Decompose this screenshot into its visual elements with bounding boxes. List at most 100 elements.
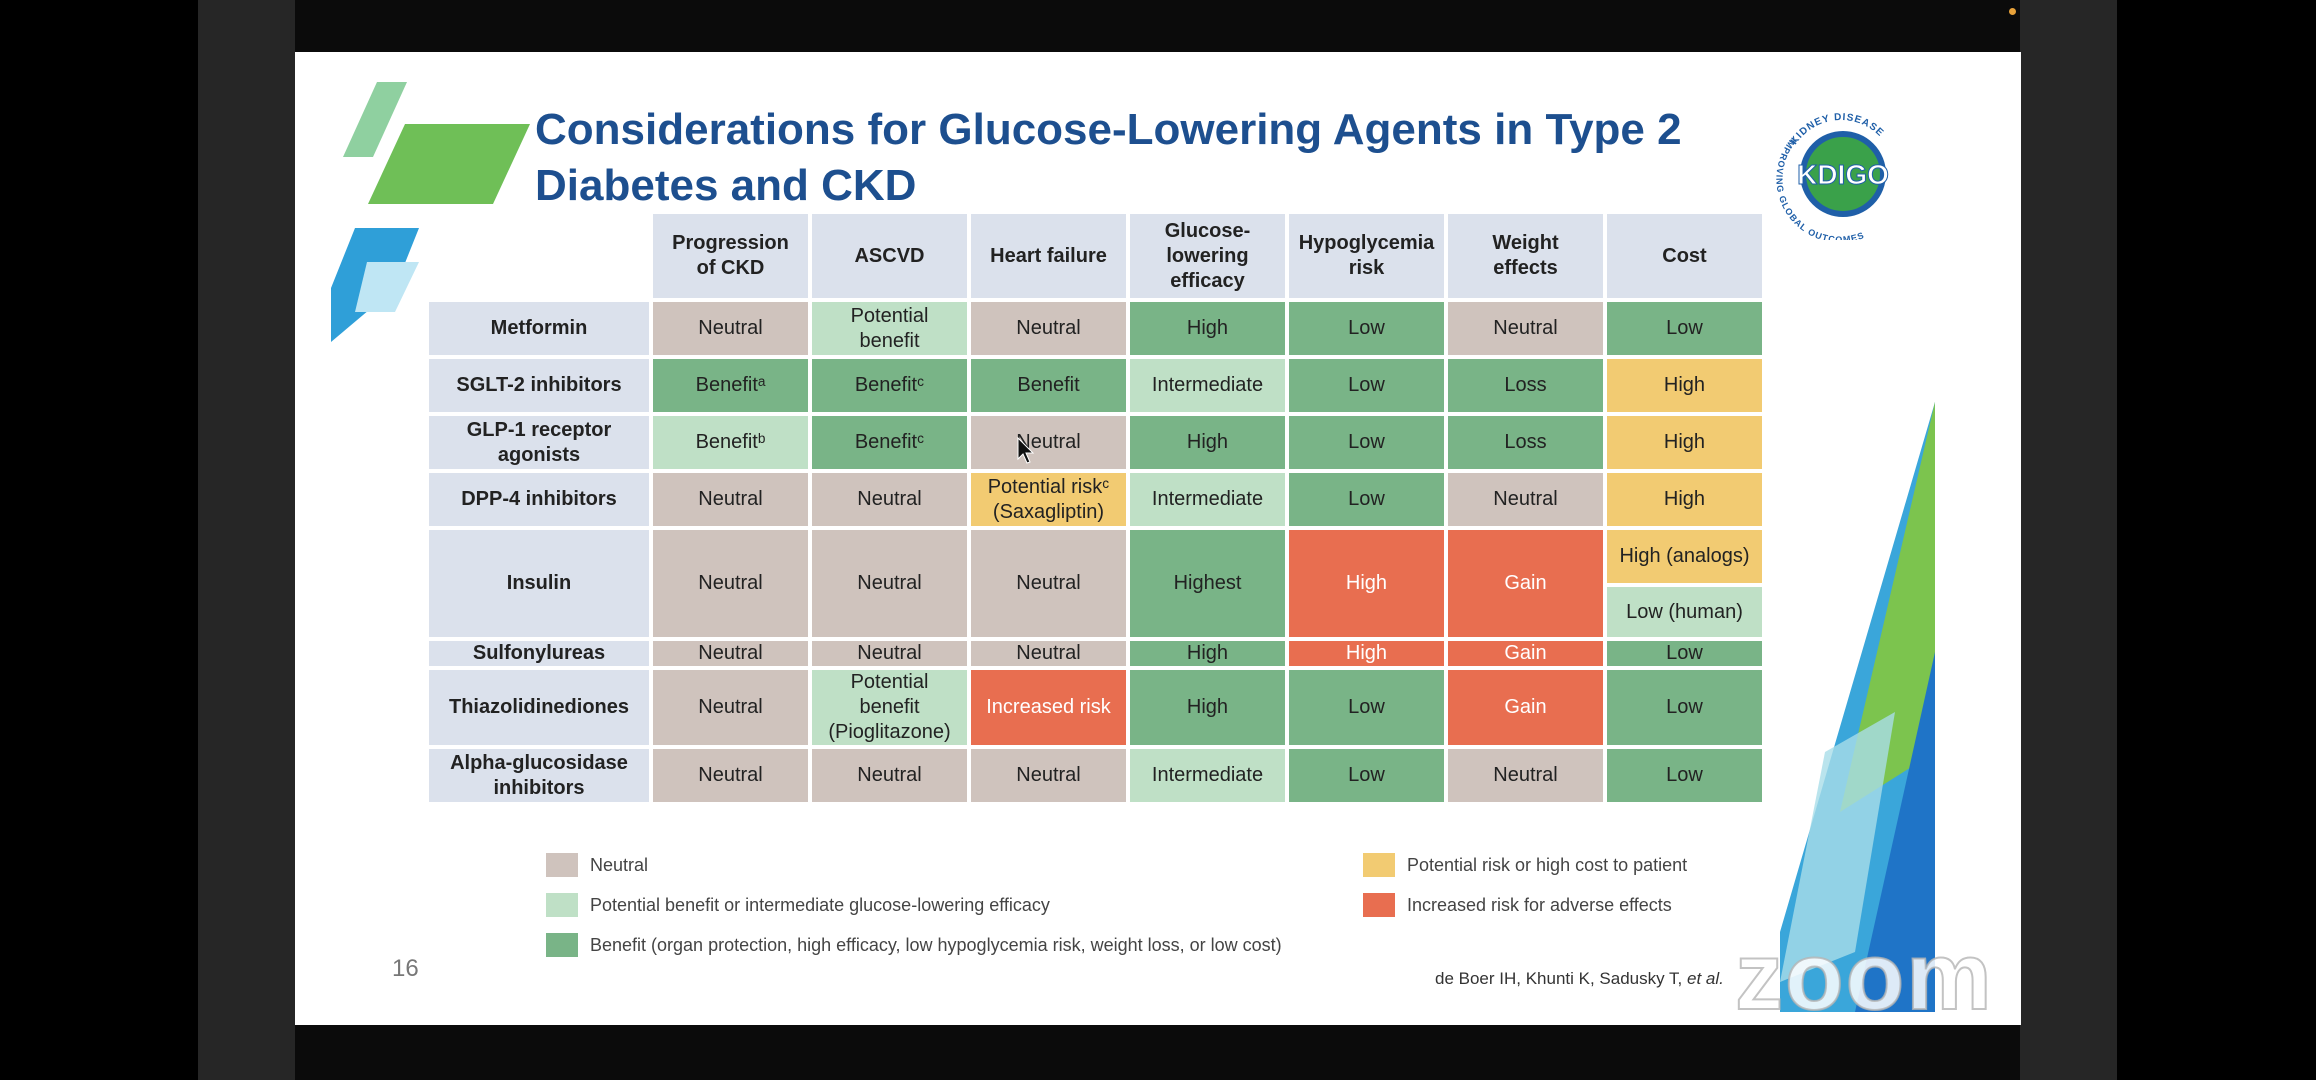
- table-row-insulin-cost: Low (human): [429, 587, 1762, 637]
- table-cell: Intermediate: [1130, 473, 1285, 526]
- table-cell: High: [1130, 670, 1285, 745]
- cell-text-line: benefit: [859, 329, 920, 352]
- table-row: Thiazolidinediones Neutral Potential benefi…: [429, 670, 1762, 745]
- table-header-row: Progression of CKD ASCVD Heart failure Gluco…: [429, 214, 1762, 298]
- cell-text-line: Progression: [672, 232, 789, 254]
- cell-text-line: inhibitors: [493, 776, 585, 799]
- table-cell: Low: [1607, 641, 1762, 666]
- cell-text-line: Gain: [1504, 642, 1547, 664]
- table-cell: Low: [1607, 302, 1762, 355]
- table-cell: Gain: [1448, 530, 1603, 637]
- table-cell: Potential benefit (Pioglitazone): [812, 670, 967, 745]
- slide-decoration: [331, 82, 1935, 1012]
- cell-text-line: Gain: [1504, 696, 1547, 718]
- table-cell: Low: [1289, 416, 1444, 469]
- cell-text-line: Benefitᶜ: [854, 431, 925, 453]
- table-cell: Loss: [1448, 359, 1603, 412]
- table-cell: Neutral: [971, 416, 1126, 469]
- cell-text-line: effects: [1493, 257, 1558, 279]
- cell-text-line: High: [1186, 431, 1229, 453]
- table-row: Sulfonylureas Neutral Neutral Neutral High Hi…: [429, 641, 1762, 666]
- title-line-2: Diabetes and CKD: [535, 161, 917, 210]
- table-cell: Potential riskᶜ (Saxagliptin): [971, 473, 1126, 526]
- cell-text-line: High: [1663, 374, 1706, 396]
- cell-text-line: Neutral: [1493, 488, 1558, 510]
- legend-label-neutral: Neutral: [590, 855, 649, 875]
- table-cell: High (analogs): [1607, 530, 1762, 583]
- cell-text-line: High: [1345, 642, 1388, 664]
- column-header: Hypoglycemia risk: [1289, 214, 1444, 298]
- cell-text-line: Low: [1666, 764, 1703, 786]
- cell-text-line: Neutral: [1493, 764, 1558, 786]
- cell-text-line: Loss: [1504, 431, 1547, 453]
- cell-text-line: agonists: [497, 443, 581, 466]
- table-row: Insulin Neutral Neutral Neutral Highest High G…: [429, 530, 1762, 637]
- cell-text-line: Increased risk: [986, 696, 1111, 718]
- legend-swatch-lgreen: [546, 893, 578, 917]
- cell-text-line: Potential: [850, 304, 929, 327]
- cell-text-line: SGLT-2 inhibitors: [456, 374, 622, 396]
- cell-text-line: (Saxagliptin): [992, 500, 1105, 523]
- table-cell: Gain: [1448, 670, 1603, 745]
- cell-text-line: Neutral: [1016, 764, 1081, 786]
- table-cell: Low: [1289, 302, 1444, 355]
- table-cell: Highest: [1130, 530, 1285, 637]
- cell-text-line: High (analogs): [1619, 545, 1750, 567]
- table-cell: Low: [1289, 670, 1444, 745]
- deco-shape-8: [1780, 712, 1895, 982]
- table-cell: Loss: [1448, 416, 1603, 469]
- table-cell: Neutral: [1448, 302, 1603, 355]
- cell-text-line: High: [1663, 488, 1706, 510]
- table-cell: High: [1607, 473, 1762, 526]
- table-row: Metformin Neutral Potential benefit Neutral H…: [429, 302, 1762, 355]
- cell-text-line: Loss: [1504, 374, 1547, 396]
- row-header-agent: Alpha-glucosidase inhibitors: [429, 749, 649, 802]
- cell-text-line: of CKD: [696, 257, 765, 279]
- cell-text-line: Heart failure: [990, 244, 1107, 267]
- table-cell: High: [1289, 530, 1444, 637]
- column-header: Cost: [1607, 214, 1762, 298]
- legend-label-lgreen: Potential benefit or intermediate glucos…: [590, 895, 1050, 915]
- cell-text-line: Benefitᵇ: [695, 431, 766, 453]
- table-cell: Neutral: [812, 530, 967, 637]
- deco-shape-6: [1840, 402, 1935, 812]
- cell-text-line: Neutral: [1016, 317, 1081, 339]
- deco-shape-2: [368, 124, 530, 204]
- cell-text-line: Benefitᵃ: [695, 374, 766, 396]
- column-header: Heart failure: [971, 214, 1126, 298]
- deco-shape-4: [355, 262, 419, 312]
- top-band: [295, 0, 2020, 52]
- left-black-bar: [198, 0, 295, 1080]
- cell-text-line: Highest: [1173, 572, 1242, 594]
- row-header-agent: DPP-4 inhibitors: [429, 473, 649, 526]
- right-black-bar: [2020, 0, 2117, 1080]
- table-cell: Neutral: [653, 641, 808, 666]
- row-header-agent: Sulfonylureas: [429, 641, 649, 666]
- legend-swatch-yellow: [1363, 853, 1395, 877]
- table-cell: Neutral: [653, 670, 808, 745]
- kdigo-logo: KIDNEY DISEASE IMPROVING GLOBAL OUTCOMES…: [1774, 112, 1889, 240]
- table-cell: High: [1130, 641, 1285, 666]
- cell-text-line: benefit: [859, 696, 920, 718]
- cell-text-line: (Pioglitazone): [828, 721, 951, 743]
- table-row: GLP-1 receptor agonists Benefitᵇ Benefitᶜ Ne…: [429, 416, 1762, 469]
- legend-label-yellow: Potential risk or high cost to patient: [1407, 855, 1688, 875]
- cell-text-line: lowering: [1166, 244, 1249, 267]
- cell-text-line: Cost: [1662, 244, 1707, 267]
- cell-text-line: Neutral: [698, 642, 763, 664]
- cell-text-line: Neutral: [1016, 642, 1081, 664]
- table-cell: High: [1130, 302, 1285, 355]
- table-cell: High: [1130, 416, 1285, 469]
- table-cell: Intermediate: [1130, 749, 1285, 802]
- table-cell: Neutral: [653, 302, 808, 355]
- legend-swatch-green: [546, 933, 578, 957]
- presentation-slide: Considerations for Glucose-Lowering Agen…: [295, 52, 2021, 1025]
- table-cell: Low: [1289, 749, 1444, 802]
- table-cell: Potential benefit: [812, 302, 967, 355]
- table-cell: Low: [1607, 670, 1762, 745]
- table-cell: Neutral: [653, 530, 808, 637]
- cell-text-line: Low: [1666, 642, 1703, 664]
- cell-text-line: Low: [1348, 488, 1385, 510]
- zoom-watermark: zoom: [1734, 922, 1994, 1031]
- cell-text-line: Neutral: [857, 488, 922, 510]
